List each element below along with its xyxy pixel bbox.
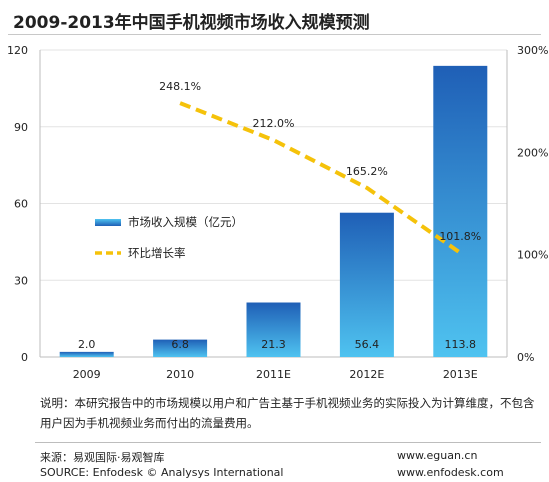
growth-rate-label: 212.0%	[253, 117, 295, 130]
x-tick-label: 2011E	[256, 368, 291, 381]
growth-rate-line	[179, 101, 462, 255]
growth-rate-label: 101.8%	[439, 230, 481, 243]
bar	[246, 302, 301, 357]
x-tick-label: 2012E	[349, 368, 384, 381]
bar-value-label: 113.8	[445, 338, 477, 351]
right-tick-label: 200%	[517, 146, 548, 159]
x-tick-label: 2013E	[443, 368, 478, 381]
footer-divider	[35, 442, 541, 443]
growth-rate-label: 165.2%	[346, 165, 388, 178]
right-tick-label: 300%	[517, 44, 548, 57]
bar	[153, 339, 208, 357]
right-tick-label: 100%	[517, 249, 548, 262]
left-tick-label: 90	[14, 121, 28, 134]
left-tick-label: 0	[21, 351, 28, 364]
growth-rate-label: 248.1%	[159, 80, 201, 93]
x-tick-label: 2010	[166, 368, 194, 381]
left-tick-label: 120	[7, 44, 28, 57]
bar-value-label: 56.4	[355, 338, 380, 351]
legend-line-label: 环比增长率	[128, 246, 186, 260]
bar	[59, 351, 114, 357]
bar-value-label: 6.8	[171, 338, 189, 351]
bar	[339, 212, 394, 357]
right-tick-label: 0%	[517, 351, 534, 364]
left-tick-label: 60	[14, 198, 28, 211]
left-tick-label: 30	[14, 274, 28, 287]
chart-note: 说明：本研究报告中的市场规模以用户和广告主基于手机视频业务的实际投入为计算维度，…	[40, 396, 535, 430]
legend-bar-swatch	[95, 219, 121, 226]
chart-title: 2009-2013年中国手机视频市场收入规模预测	[13, 13, 370, 33]
title-divider	[8, 34, 541, 35]
bar-value-label: 21.3	[261, 338, 286, 351]
legend-bar-label: 市场收入规模（亿元）	[128, 215, 243, 229]
bar-value-label: 2.0	[78, 338, 96, 351]
source-en: SOURCE: Enfodesk © Analysys Internationa…	[40, 466, 284, 479]
bar	[433, 65, 488, 357]
source-cn: 来源：易观国际·易观智库	[40, 451, 165, 464]
url-enfodesk[interactable]: www.enfodesk.com	[397, 466, 504, 479]
url-eguan[interactable]: www.eguan.cn	[397, 449, 478, 462]
x-tick-label: 2009	[73, 368, 101, 381]
